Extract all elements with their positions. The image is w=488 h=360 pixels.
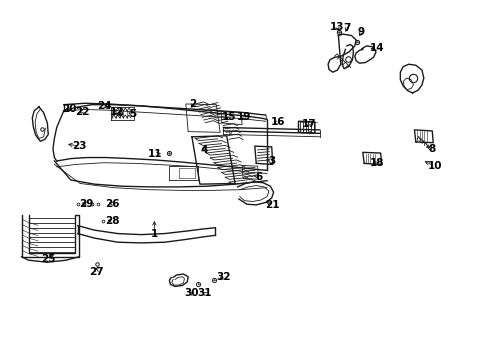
Text: 27: 27 bbox=[89, 267, 104, 276]
Text: 14: 14 bbox=[369, 43, 384, 53]
Text: 2: 2 bbox=[189, 99, 196, 109]
Text: 12: 12 bbox=[109, 107, 124, 117]
Text: 21: 21 bbox=[265, 200, 279, 210]
Text: 4: 4 bbox=[201, 145, 208, 154]
Text: 22: 22 bbox=[75, 107, 90, 117]
Text: 23: 23 bbox=[72, 141, 86, 151]
Text: 31: 31 bbox=[197, 288, 211, 298]
Text: 1: 1 bbox=[150, 229, 158, 239]
Text: 15: 15 bbox=[222, 112, 236, 122]
Text: 7: 7 bbox=[343, 23, 350, 33]
Text: 24: 24 bbox=[97, 101, 112, 111]
Text: 32: 32 bbox=[216, 273, 230, 283]
Text: 6: 6 bbox=[254, 172, 262, 181]
Text: 19: 19 bbox=[237, 112, 251, 122]
Text: 26: 26 bbox=[104, 198, 119, 208]
Text: 11: 11 bbox=[148, 149, 162, 159]
Text: 9: 9 bbox=[357, 27, 364, 37]
Text: 16: 16 bbox=[270, 117, 285, 127]
Text: 28: 28 bbox=[104, 216, 119, 226]
Text: 3: 3 bbox=[267, 156, 275, 166]
Text: 30: 30 bbox=[184, 288, 199, 298]
Text: 20: 20 bbox=[62, 104, 77, 114]
Text: 13: 13 bbox=[329, 22, 344, 32]
Text: 10: 10 bbox=[427, 161, 441, 171]
Text: 29: 29 bbox=[79, 198, 93, 208]
Text: 5: 5 bbox=[129, 109, 136, 119]
Text: 8: 8 bbox=[428, 144, 435, 154]
Text: 25: 25 bbox=[41, 254, 56, 264]
Text: 17: 17 bbox=[302, 119, 316, 129]
Text: 18: 18 bbox=[369, 158, 384, 168]
